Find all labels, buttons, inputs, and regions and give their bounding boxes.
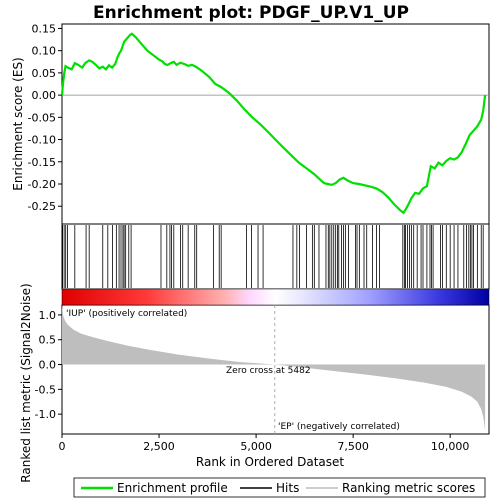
es-y-axis-label: Enrichment score (ES) <box>11 57 25 190</box>
es-panel <box>61 23 490 225</box>
ranking-color-bar <box>61 288 490 306</box>
x-tick-label: 0 <box>59 440 66 453</box>
metric-tick-label: 0.5 <box>39 334 57 347</box>
es-tick-label: 0.10 <box>32 45 57 58</box>
x-tick-label: 7,500 <box>337 440 369 453</box>
legend: Enrichment profile Hits Ranking metric s… <box>73 477 486 498</box>
legend-metric-label: Ranking metric scores <box>342 481 475 495</box>
es-tick-label: 0.00 <box>32 89 57 102</box>
es-tick-label: -0.10 <box>28 134 56 147</box>
metric-tick-label: -1.0 <box>35 408 56 421</box>
metric-tick-label: 0.0 <box>39 359 57 372</box>
positive-correlation-label: 'IUP' (positively correlated) <box>66 309 187 319</box>
ranking-metric-area <box>62 305 486 432</box>
negative-correlation-label: 'EP' (negatively correlated) <box>278 422 400 432</box>
zero-cross-label: Zero cross at 5482 <box>226 366 311 376</box>
metric-y-ticks: 1.0 0.5 0.0 -0.5 -1.0 <box>35 309 62 421</box>
x-tick-label: 2,500 <box>143 440 175 453</box>
es-tick-label: -0.05 <box>28 111 56 124</box>
es-tick-label: 0.15 <box>32 22 57 35</box>
metric-tick-label: 1.0 <box>39 309 57 322</box>
es-y-ticks: 0.15 0.10 0.05 0.00 -0.05 -0.10 -0.15 -0.20 -0.2… <box>28 22 62 213</box>
x-ticks: 0 2,500 5,000 7,500 10,000 <box>59 434 470 453</box>
metric-y-axis-label: Ranked list metric (Signal2Noise) <box>19 283 33 482</box>
es-tick-label: 0.05 <box>32 67 57 80</box>
chart-title: Enrichment plot: PDGF_UP.V1_UP <box>93 3 409 23</box>
legend-hits-label: Hits <box>276 481 299 495</box>
legend-es-label: Enrichment profile <box>117 481 228 495</box>
x-tick-label: 5,000 <box>240 440 272 453</box>
legend-box <box>73 477 486 498</box>
x-axis-label: Rank in Ordered Dataset <box>196 455 344 469</box>
es-tick-label: -0.25 <box>28 200 56 213</box>
es-tick-label: -0.20 <box>28 178 56 191</box>
enrichment-profile-line <box>60 32 487 215</box>
metric-tick-label: -0.5 <box>35 383 56 396</box>
es-tick-label: -0.15 <box>28 156 56 169</box>
x-tick-label: 10,000 <box>431 440 470 453</box>
hit-lines <box>62 225 484 288</box>
